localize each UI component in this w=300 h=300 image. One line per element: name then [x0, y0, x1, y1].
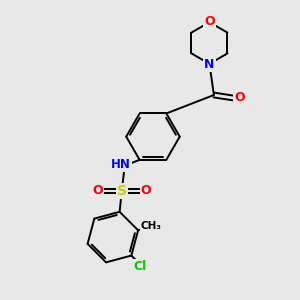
Text: O: O	[234, 92, 245, 104]
Text: HN: HN	[111, 158, 131, 171]
Text: CH₃: CH₃	[140, 221, 161, 231]
Text: N: N	[204, 58, 214, 70]
Text: O: O	[92, 184, 103, 197]
Text: O: O	[141, 184, 152, 197]
Text: O: O	[204, 15, 215, 28]
Text: Cl: Cl	[134, 260, 147, 273]
Text: S: S	[117, 184, 127, 198]
